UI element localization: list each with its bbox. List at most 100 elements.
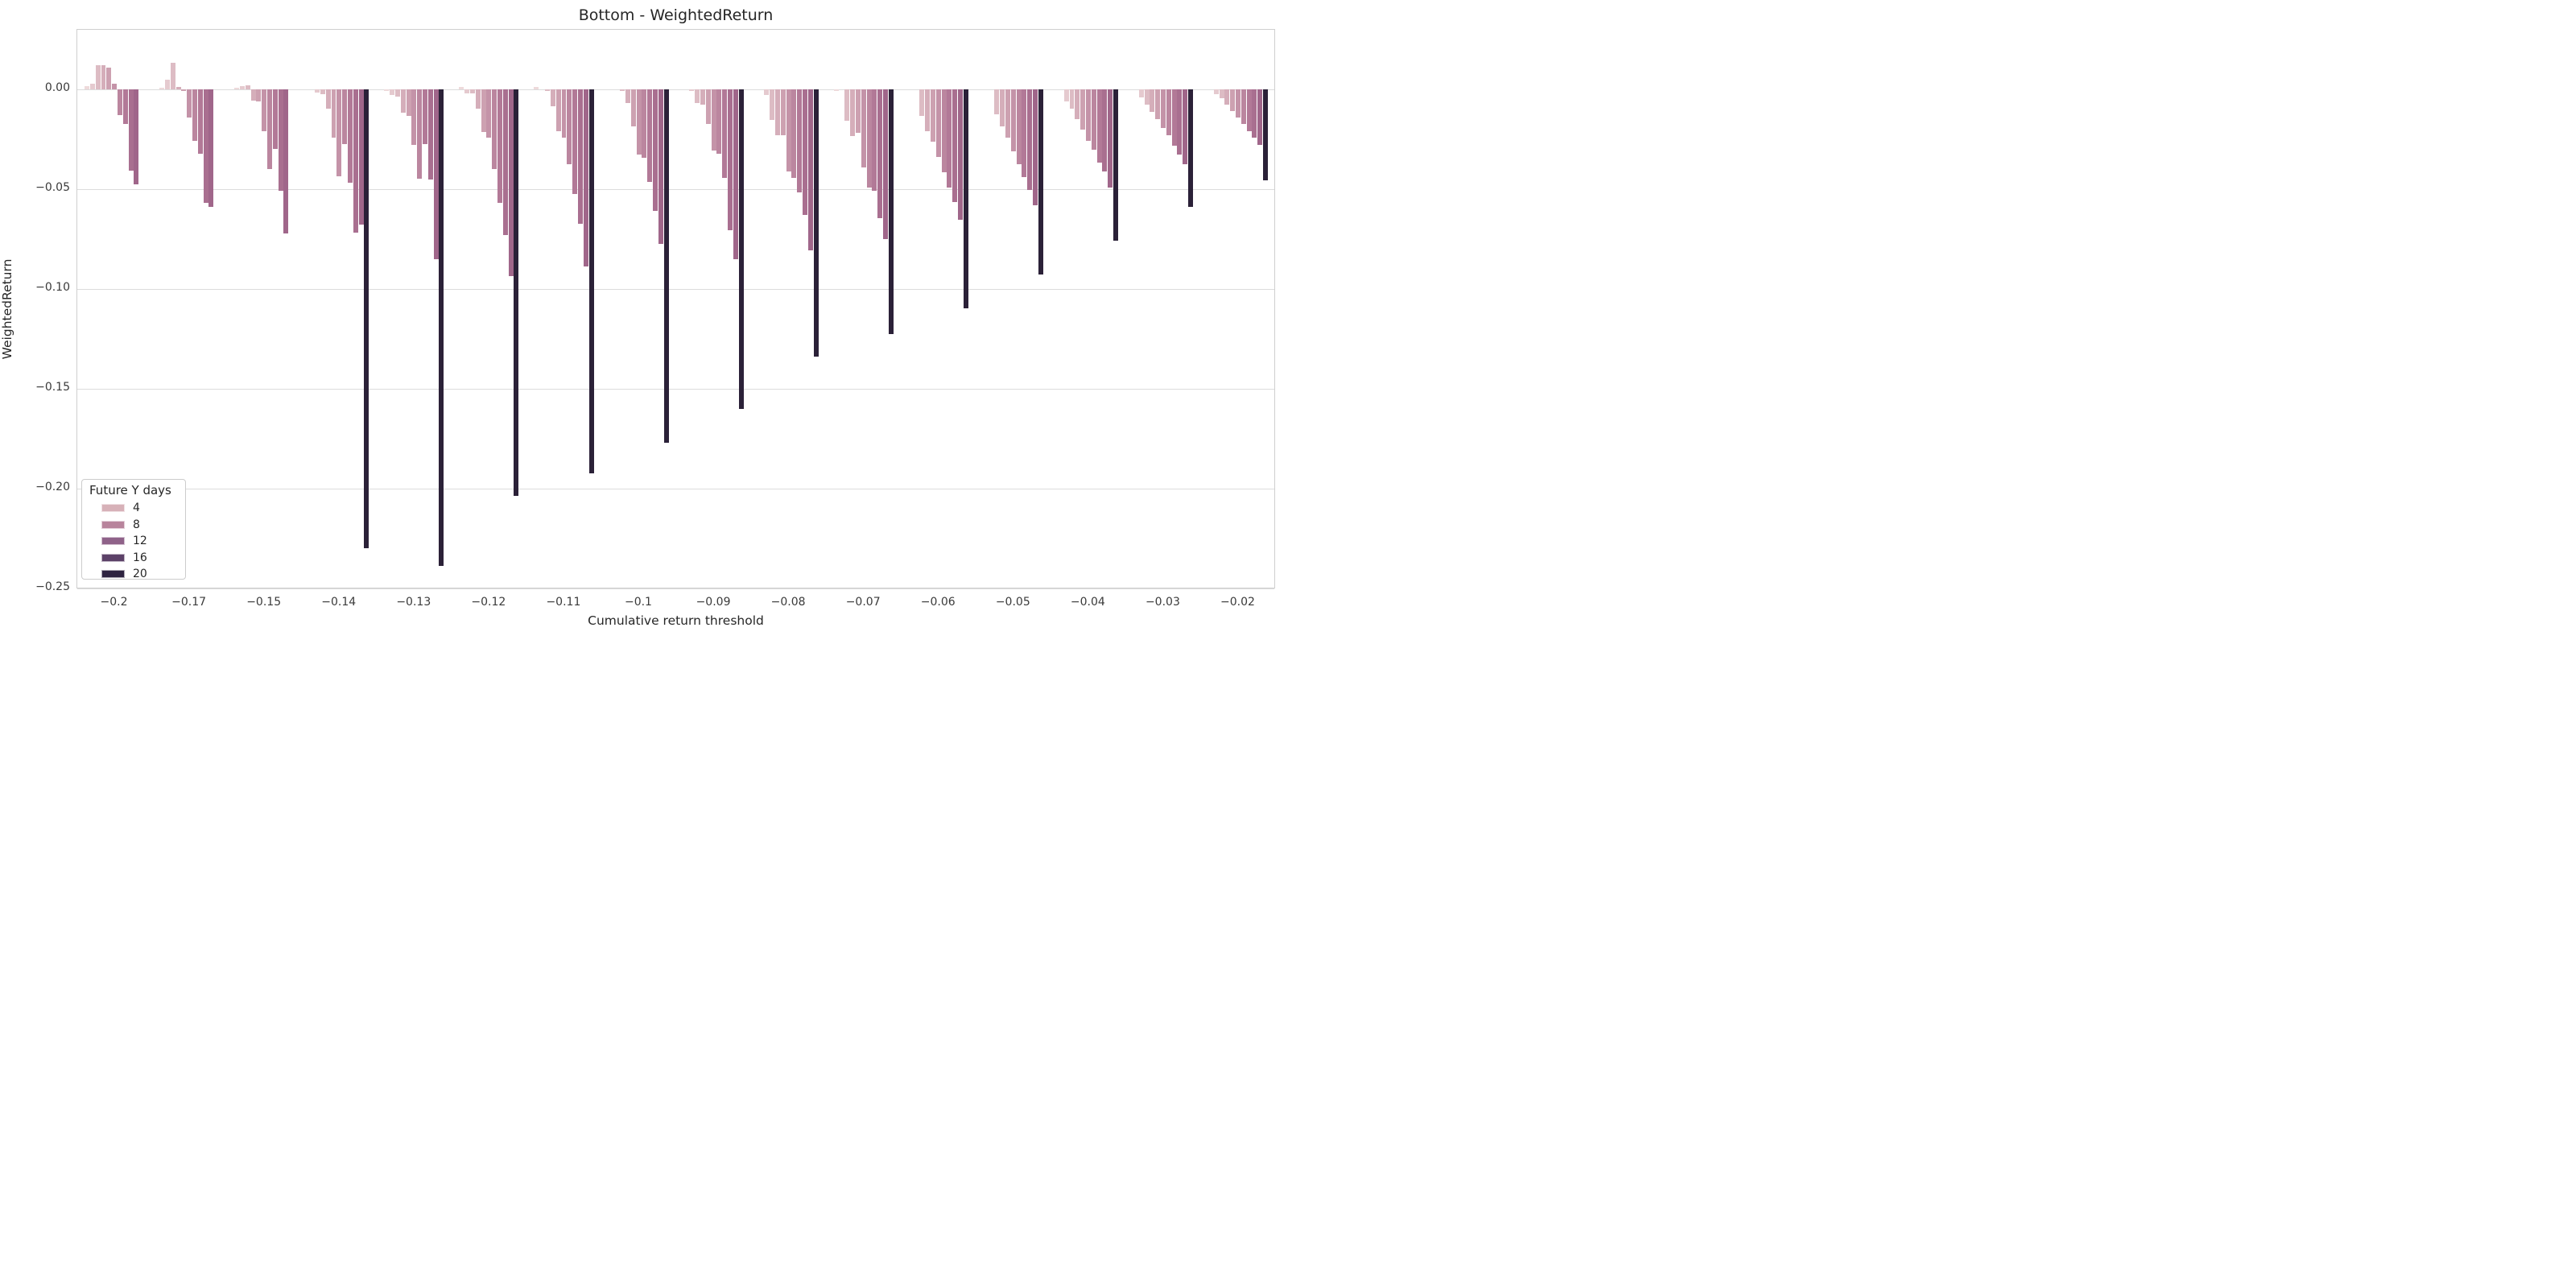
bar-group--0.05-hue-4 xyxy=(1005,89,1011,138)
x-tick-label: −0.03 xyxy=(1145,596,1180,609)
bar-group--0.09-hue-10 xyxy=(738,89,744,410)
bar-group--0.05-hue-8 xyxy=(1027,89,1033,191)
bar-group--0.04-hue-3 xyxy=(1075,89,1080,120)
bar-group--0.1-hue-3 xyxy=(625,89,630,103)
bar-group--0.11-hue-9 xyxy=(583,89,588,266)
bar-group--0.08-hue-10 xyxy=(813,89,819,357)
x-tick-label: −0.15 xyxy=(246,596,282,609)
bar-group--0.04-hue-2 xyxy=(1069,89,1075,109)
bar-group--0.09-hue-1 xyxy=(689,89,695,92)
bar-group--0.03-hue-9 xyxy=(1183,89,1188,165)
bar-group--0.15-hue-6 xyxy=(267,89,273,170)
bar-group--0.02-hue-7 xyxy=(1246,89,1252,131)
bar-group--0.06-hue-5 xyxy=(935,89,941,158)
bar-group--0.14-hue-6 xyxy=(342,89,348,144)
gridline xyxy=(77,189,1274,190)
bar-group--0.02-hue-2 xyxy=(1219,89,1224,99)
gridline xyxy=(77,289,1274,290)
bar-group--0.2-hue-3 xyxy=(101,65,106,89)
bar-group--0.06-hue-3 xyxy=(925,89,931,131)
legend-label: 8 xyxy=(133,518,140,531)
bar-group--0.07-hue-3 xyxy=(850,89,856,137)
bar-group--0.04-hue-5 xyxy=(1085,89,1091,141)
bar-group--0.07-hue-5 xyxy=(861,89,866,168)
bar-group--0.03-hue-4 xyxy=(1155,89,1161,120)
bar-group--0.13-hue-9 xyxy=(433,89,439,260)
y-tick-label: −0.05 xyxy=(35,181,70,194)
bar-group--0.14-hue-2 xyxy=(320,89,325,94)
bar-group--0.2-hue-8 xyxy=(128,89,134,171)
bar-group--0.02-hue-9 xyxy=(1257,89,1263,145)
bar-group--0.1-hue-7 xyxy=(647,89,653,182)
x-tick-label: −0.1 xyxy=(624,596,652,609)
x-tick-label: −0.09 xyxy=(696,596,731,609)
bar-group--0.13-hue-0 xyxy=(384,89,390,92)
x-tick-label: −0.04 xyxy=(1070,596,1105,609)
y-tick-label: −0.15 xyxy=(35,381,70,394)
bar-group--0.11-hue-7 xyxy=(572,89,578,194)
legend-swatch-8 xyxy=(101,520,125,529)
bar-group--0.1-hue-4 xyxy=(630,89,636,126)
bar-group--0.07-hue-2 xyxy=(844,89,850,121)
bar-group--0.02-hue-10 xyxy=(1263,89,1269,181)
bar-group--0.07-hue-4 xyxy=(855,89,861,134)
bar-group--0.02-hue-6 xyxy=(1241,89,1246,124)
bar-group--0.03-hue-8 xyxy=(1177,89,1183,155)
bar-group--0.14-hue-5 xyxy=(336,89,342,176)
bar-group--0.12-hue-7 xyxy=(497,89,503,204)
x-tick-label: −0.08 xyxy=(770,596,806,609)
bar-group--0.17-hue-9 xyxy=(208,89,214,207)
legend-swatch-12 xyxy=(101,537,125,546)
bar-group--0.17-hue-8 xyxy=(203,89,208,204)
bar-group--0.13-hue-4 xyxy=(406,89,411,117)
bar-group--0.14-hue-7 xyxy=(347,89,353,183)
bar-group--0.08-hue-9 xyxy=(807,89,813,250)
x-axis-label: Cumulative return threshold xyxy=(588,613,764,628)
bar-group--0.07-hue-10 xyxy=(888,89,894,335)
legend-label: 12 xyxy=(133,535,147,548)
legend-entry-12: 12 xyxy=(89,533,185,550)
bar-group--0.05-hue-5 xyxy=(1010,89,1016,152)
bar-group--0.04-hue-6 xyxy=(1091,89,1096,151)
bar-group--0.03-hue-5 xyxy=(1161,89,1166,129)
bar-group--0.17-hue-5 xyxy=(187,89,192,118)
legend-entry-16: 16 xyxy=(89,550,185,567)
bar-group--0.03-hue-7 xyxy=(1171,89,1177,146)
bar-group--0.04-hue-8 xyxy=(1102,89,1108,171)
bar-group--0.15-hue-1 xyxy=(240,85,245,89)
y-axis-label: WeightedReturn xyxy=(0,258,14,360)
bar-group--0.06-hue-7 xyxy=(947,89,952,188)
bar-group--0.03-hue-2 xyxy=(1144,89,1150,105)
legend-entries: 4 8 12 16 20 xyxy=(89,500,185,583)
y-tick-label: −0.10 xyxy=(35,281,70,294)
bar-group--0.2-hue-4 xyxy=(106,68,112,89)
bar-group--0.1-hue-10 xyxy=(663,89,669,443)
bar-group--0.03-hue-10 xyxy=(1188,89,1194,208)
legend-swatch-4 xyxy=(101,504,125,513)
bar-group--0.14-hue-4 xyxy=(331,89,336,138)
bar-group--0.14-hue-9 xyxy=(358,89,364,225)
bar-group--0.03-hue-3 xyxy=(1150,89,1155,113)
bar-group--0.13-hue-2 xyxy=(394,89,400,97)
bar-chart-figure: Bottom - WeightedReturn WeightedReturn C… xyxy=(0,0,1288,644)
bar-group--0.11-hue-2 xyxy=(545,89,551,92)
bar-group--0.14-hue-3 xyxy=(325,89,331,109)
bar-group--0.02-hue-8 xyxy=(1252,89,1257,138)
bar-group--0.2-hue-0 xyxy=(85,86,90,89)
bar-group--0.2-hue-2 xyxy=(95,64,101,89)
x-tick-label: −0.2 xyxy=(100,596,128,609)
bar-group--0.17-hue-2 xyxy=(170,62,175,89)
bar-group--0.12-hue-10 xyxy=(514,89,519,497)
bar-group--0.1-hue-9 xyxy=(658,89,663,244)
bar-group--0.09-hue-2 xyxy=(695,89,700,104)
bar-group--0.2-hue-6 xyxy=(117,89,122,115)
legend-entry-4: 4 xyxy=(89,500,185,517)
bar-group--0.13-hue-5 xyxy=(411,89,417,146)
bar-group--0.07-hue-9 xyxy=(882,89,888,239)
legend-entry-8: 8 xyxy=(89,517,185,534)
bar-group--0.06-hue-10 xyxy=(963,89,968,308)
bar-group--0.12-hue-4 xyxy=(481,89,486,133)
bar-group--0.12-hue-1 xyxy=(464,89,470,93)
bar-group--0.06-hue-4 xyxy=(931,89,935,142)
bar-group--0.09-hue-7 xyxy=(722,89,728,178)
